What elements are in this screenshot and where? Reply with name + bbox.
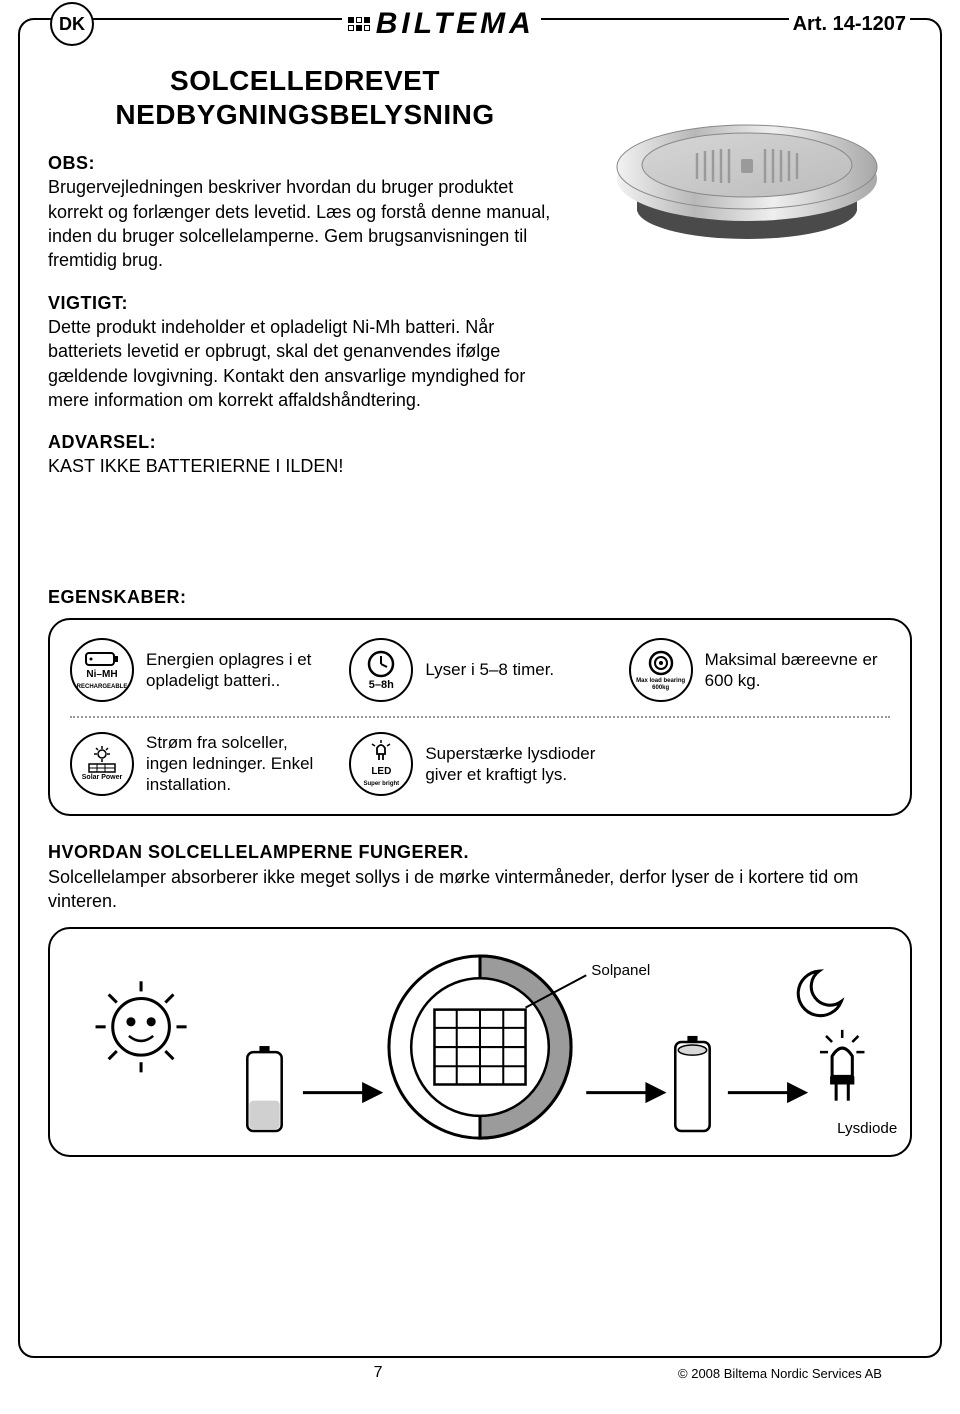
diagram-label-solpanel: Solpanel	[591, 963, 650, 980]
page-number: 7	[374, 1364, 383, 1382]
intro-section: SOLCELLEDREVET NEDBYGNINGSBELYSNING OBS:…	[48, 64, 912, 497]
battery-icon-label-top: Ni–MH	[86, 669, 117, 680]
clock-icon-label: 5–8h	[369, 679, 394, 691]
feature-battery-text: Energien oplagres i et opladeligt batter…	[146, 649, 331, 692]
advarsel-heading: ADVARSEL:	[48, 432, 156, 452]
feature-load: Max load bearing600kg Maksimal bæreevne …	[629, 638, 890, 702]
function-diagram-svg: Solpanel	[50, 929, 910, 1155]
feature-battery: Ni–MH RECHARGEABLE Energien oplagres i et…	[70, 638, 331, 702]
obs-heading: OBS:	[48, 153, 95, 173]
feature-load-text: Maksimal bæreevne er 600 kg.	[705, 649, 890, 692]
clock-icon: 5–8h	[349, 638, 413, 702]
vigtigt-body: Dette produkt indeholder et opladeligt N…	[48, 317, 525, 410]
logo-checker-icon	[348, 17, 370, 31]
load-icon: Max load bearing600kg	[629, 638, 693, 702]
diagram-label-lysdiode: Lysdiode	[837, 1120, 897, 1137]
function-diagram: Solpanel	[48, 927, 912, 1157]
obs-body: Brugervejledningen beskriver hvordan du …	[48, 177, 550, 270]
features-row-2: Solar Power Strøm fra solceller, ingen l…	[70, 732, 890, 796]
features-heading: EGENSKABER:	[48, 587, 912, 608]
feature-duration-text: Lyser i 5–8 timer.	[425, 659, 554, 680]
battery-icon-label-bottom: RECHARGEABLE	[77, 684, 128, 690]
brand-text: BILTEMA	[376, 7, 535, 41]
features-row-1: Ni–MH RECHARGEABLE Energien oplagres i et…	[70, 638, 890, 702]
article-number: Art. 14-1207	[789, 13, 910, 36]
obs-paragraph: OBS: Brugervejledningen beskriver hvorda…	[48, 151, 562, 272]
product-illustration	[582, 64, 912, 284]
feature-led-text: Superstærke lysdioder giver et kraftigt …	[425, 743, 610, 786]
led-icon: LED Super bright	[349, 732, 413, 796]
vigtigt-paragraph: VIGTIGT: Dette produkt indeholder et opl…	[48, 291, 562, 412]
product-svg	[597, 79, 897, 269]
load-icon-label-top: Max load bearing	[636, 678, 685, 684]
how-heading: HVORDAN SOLCELLELAMPERNE FUNGERER.	[48, 842, 912, 863]
led-icon-label-top: LED	[371, 766, 391, 777]
brand-logo: BILTEMA	[342, 7, 541, 41]
language-badge: DK	[50, 2, 94, 46]
load-icon-label-bottom: 600kg	[652, 685, 669, 691]
copyright-text: © 2008 Biltema Nordic Services AB	[678, 1366, 882, 1381]
battery-icon: Ni–MH RECHARGEABLE	[70, 638, 134, 702]
title-line-2: NEDBYGNINGSBELYSNING	[115, 99, 494, 130]
page-title: SOLCELLEDREVET NEDBYGNINGSBELYSNING	[48, 64, 562, 131]
advarsel-paragraph: ADVARSEL: KAST IKKE BATTERIERNE I ILDEN!	[48, 430, 562, 479]
solar-icon-label: Solar Power	[82, 774, 122, 782]
vigtigt-heading: VIGTIGT:	[48, 293, 128, 313]
page-header: DK BILTEMA Art. 14-1207	[48, 2, 912, 46]
led-icon-label-bottom: Super bright	[363, 781, 399, 787]
feature-led: LED Super bright Superstærke lysdioder gi…	[349, 732, 610, 796]
solar-icon: Solar Power	[70, 732, 134, 796]
features-box: Ni–MH RECHARGEABLE Energien oplagres i et…	[48, 618, 912, 816]
features-divider	[70, 716, 890, 718]
feature-solar: Solar Power Strøm fra solceller, ingen l…	[70, 732, 331, 796]
page-footer: 7 © 2008 Biltema Nordic Services AB	[18, 1364, 942, 1382]
page-frame: DK BILTEMA Art. 14-1207 SOLCELLEDREVET N…	[18, 18, 942, 1358]
title-line-1: SOLCELLEDREVET	[170, 65, 440, 96]
feature-solar-text: Strøm fra solceller, ingen ledninger. En…	[146, 732, 331, 796]
advarsel-body: KAST IKKE BATTERIERNE I ILDEN!	[48, 456, 343, 476]
feature-duration: 5–8h Lyser i 5–8 timer.	[349, 638, 610, 702]
intro-text-column: SOLCELLEDREVET NEDBYGNINGSBELYSNING OBS:…	[48, 64, 562, 497]
how-body: Solcellelamper absorberer ikke meget sol…	[48, 865, 912, 914]
